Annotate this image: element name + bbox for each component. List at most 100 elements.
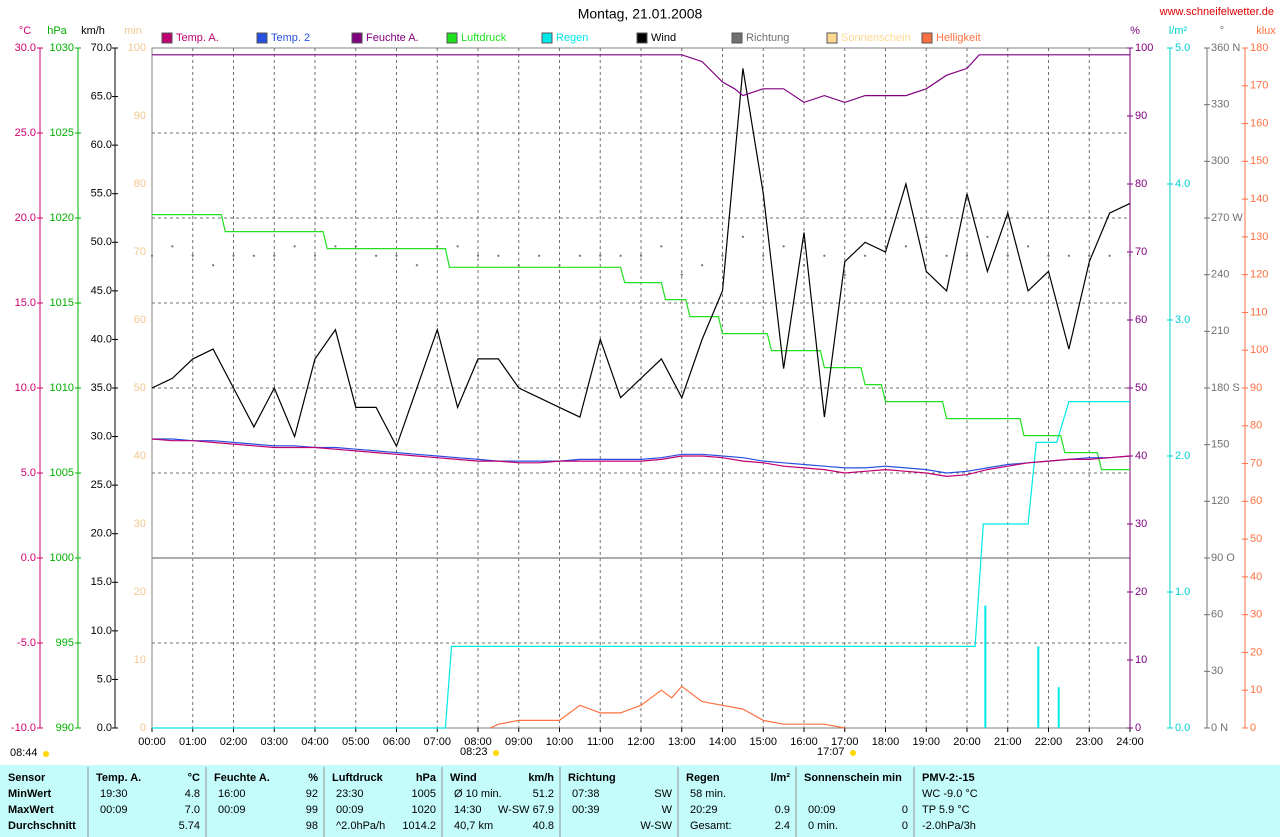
y-tick-label: 170 (1250, 80, 1268, 92)
y-tick-label: 20.0 (15, 212, 36, 224)
y-tick-label: 65.0 (91, 90, 112, 102)
y-tick-label: 5.0 (1175, 42, 1190, 54)
direction-dot (843, 273, 846, 276)
y-tick-label: 3.0 (1175, 314, 1190, 326)
y-tick-label: 180 (1250, 42, 1268, 54)
table-cell: 2.4 (775, 820, 790, 832)
y-tick-label: 270 W (1211, 212, 1243, 224)
y-tick-label: 25.0 (91, 479, 112, 491)
direction-dot (375, 254, 378, 257)
y-tick-label: 45.0 (91, 285, 112, 297)
table-cell: 4.8 (185, 788, 200, 800)
legend-label: Richtung (746, 32, 789, 44)
rain-bar (984, 605, 987, 728)
direction-dot (741, 235, 744, 238)
direction-dot (864, 254, 867, 257)
y-tick-label: 55.0 (91, 188, 112, 200)
y-tick-label: 70 (134, 246, 146, 258)
table-cell: 00:09 (336, 804, 364, 816)
direction-dot (415, 264, 418, 267)
y-tick-label: 60 (1250, 495, 1262, 507)
table-cell: 16:00 (218, 788, 246, 800)
x-tick-label: 22:00 (1035, 736, 1063, 748)
direction-dot (721, 254, 724, 257)
direction-dot (497, 254, 500, 257)
y-tick-label: 90 O (1211, 552, 1235, 564)
y-tick-label: 40 (1250, 571, 1262, 583)
legend-swatch (351, 32, 363, 44)
legend-swatch (541, 32, 553, 44)
y-tick-label: 0 (140, 722, 146, 734)
direction-dot (313, 254, 317, 257)
table-cell: 19:30 (100, 788, 128, 800)
table-cell: 0 (902, 820, 908, 832)
y-tick-label: 80 (134, 178, 146, 190)
y-tick-label: 20 (1250, 646, 1262, 658)
x-tick-label: 19:00 (912, 736, 940, 748)
direction-dot (986, 235, 989, 238)
direction-dot (1088, 254, 1091, 257)
table-cell: W (662, 804, 673, 816)
y-tick-label: 4.0 (1175, 178, 1190, 190)
y-tick-label: 70 (1250, 457, 1262, 469)
table-cell: Durchschnitt (8, 820, 76, 832)
y-tick-label: 0 (1135, 722, 1141, 734)
table-cell: MinWert (8, 788, 52, 800)
axis-unit: % (1130, 25, 1140, 37)
table-cell: 00:09 (100, 804, 128, 816)
x-tick-label: 17:00 (831, 736, 859, 748)
direction-dot (558, 264, 561, 267)
y-tick-label: 5.0 (97, 673, 112, 685)
direction-dot (212, 264, 215, 267)
y-tick-label: 1.0 (1175, 586, 1190, 598)
series-line (152, 54, 1130, 104)
table-cell: 40,7 km (454, 820, 493, 832)
x-tick-label: 15:00 (749, 736, 777, 748)
legend-swatch (731, 32, 743, 44)
y-tick-label: 50.0 (91, 236, 112, 248)
rain-bar (1037, 646, 1040, 728)
table-cell: 99 (306, 804, 318, 816)
y-tick-label: 30.0 (15, 42, 36, 54)
x-tick-label: 10:00 (546, 736, 574, 748)
y-tick-label: 70 (1135, 246, 1147, 258)
table-cell: 0 (902, 804, 908, 816)
y-tick-label: 40 (1135, 450, 1147, 462)
x-tick-label: 16:00 (790, 736, 818, 748)
y-tick-label: 40 (134, 450, 146, 462)
y-tick-label: 180 S (1211, 382, 1240, 394)
y-tick-label: 60 (1135, 314, 1147, 326)
table-cell: ^2.0hPa/h (336, 820, 385, 832)
table-header: Feuchte A. (214, 772, 270, 784)
table-cell: 20:29 (690, 804, 718, 816)
y-tick-label: 30 (134, 518, 146, 530)
y-tick-label: 30 (1135, 518, 1147, 530)
direction-dot (150, 254, 154, 257)
direction-dot (965, 254, 969, 257)
table-cell: 98 (306, 820, 318, 832)
direction-dot (680, 273, 683, 276)
y-tick-label: 10 (1135, 654, 1147, 666)
y-tick-label: 130 (1250, 231, 1268, 243)
direction-dot (823, 254, 826, 257)
x-tick-label: 02:00 (220, 736, 248, 748)
table-cell: W-SW 67.9 (498, 804, 554, 816)
x-tick-label: 11:00 (587, 736, 614, 748)
series-line (152, 214, 1130, 471)
sun-icon (850, 750, 856, 756)
y-tick-label: 160 (1250, 117, 1268, 129)
table-cell: 07:38 (572, 788, 600, 800)
table-header: Richtung (568, 772, 616, 784)
y-tick-label: 2.0 (1175, 450, 1190, 462)
direction-dot (273, 254, 276, 257)
y-tick-label: 100 (1135, 42, 1153, 54)
summary-table (0, 765, 1280, 837)
direction-dot (436, 245, 439, 248)
y-tick-label: 30 (1250, 609, 1262, 621)
y-tick-label: 15.0 (15, 297, 36, 309)
table-header: hPa (416, 772, 437, 784)
y-tick-label: 20 (134, 586, 146, 598)
table-header: Luftdruck (332, 772, 384, 784)
legend-label: Temp. 2 (271, 32, 310, 44)
